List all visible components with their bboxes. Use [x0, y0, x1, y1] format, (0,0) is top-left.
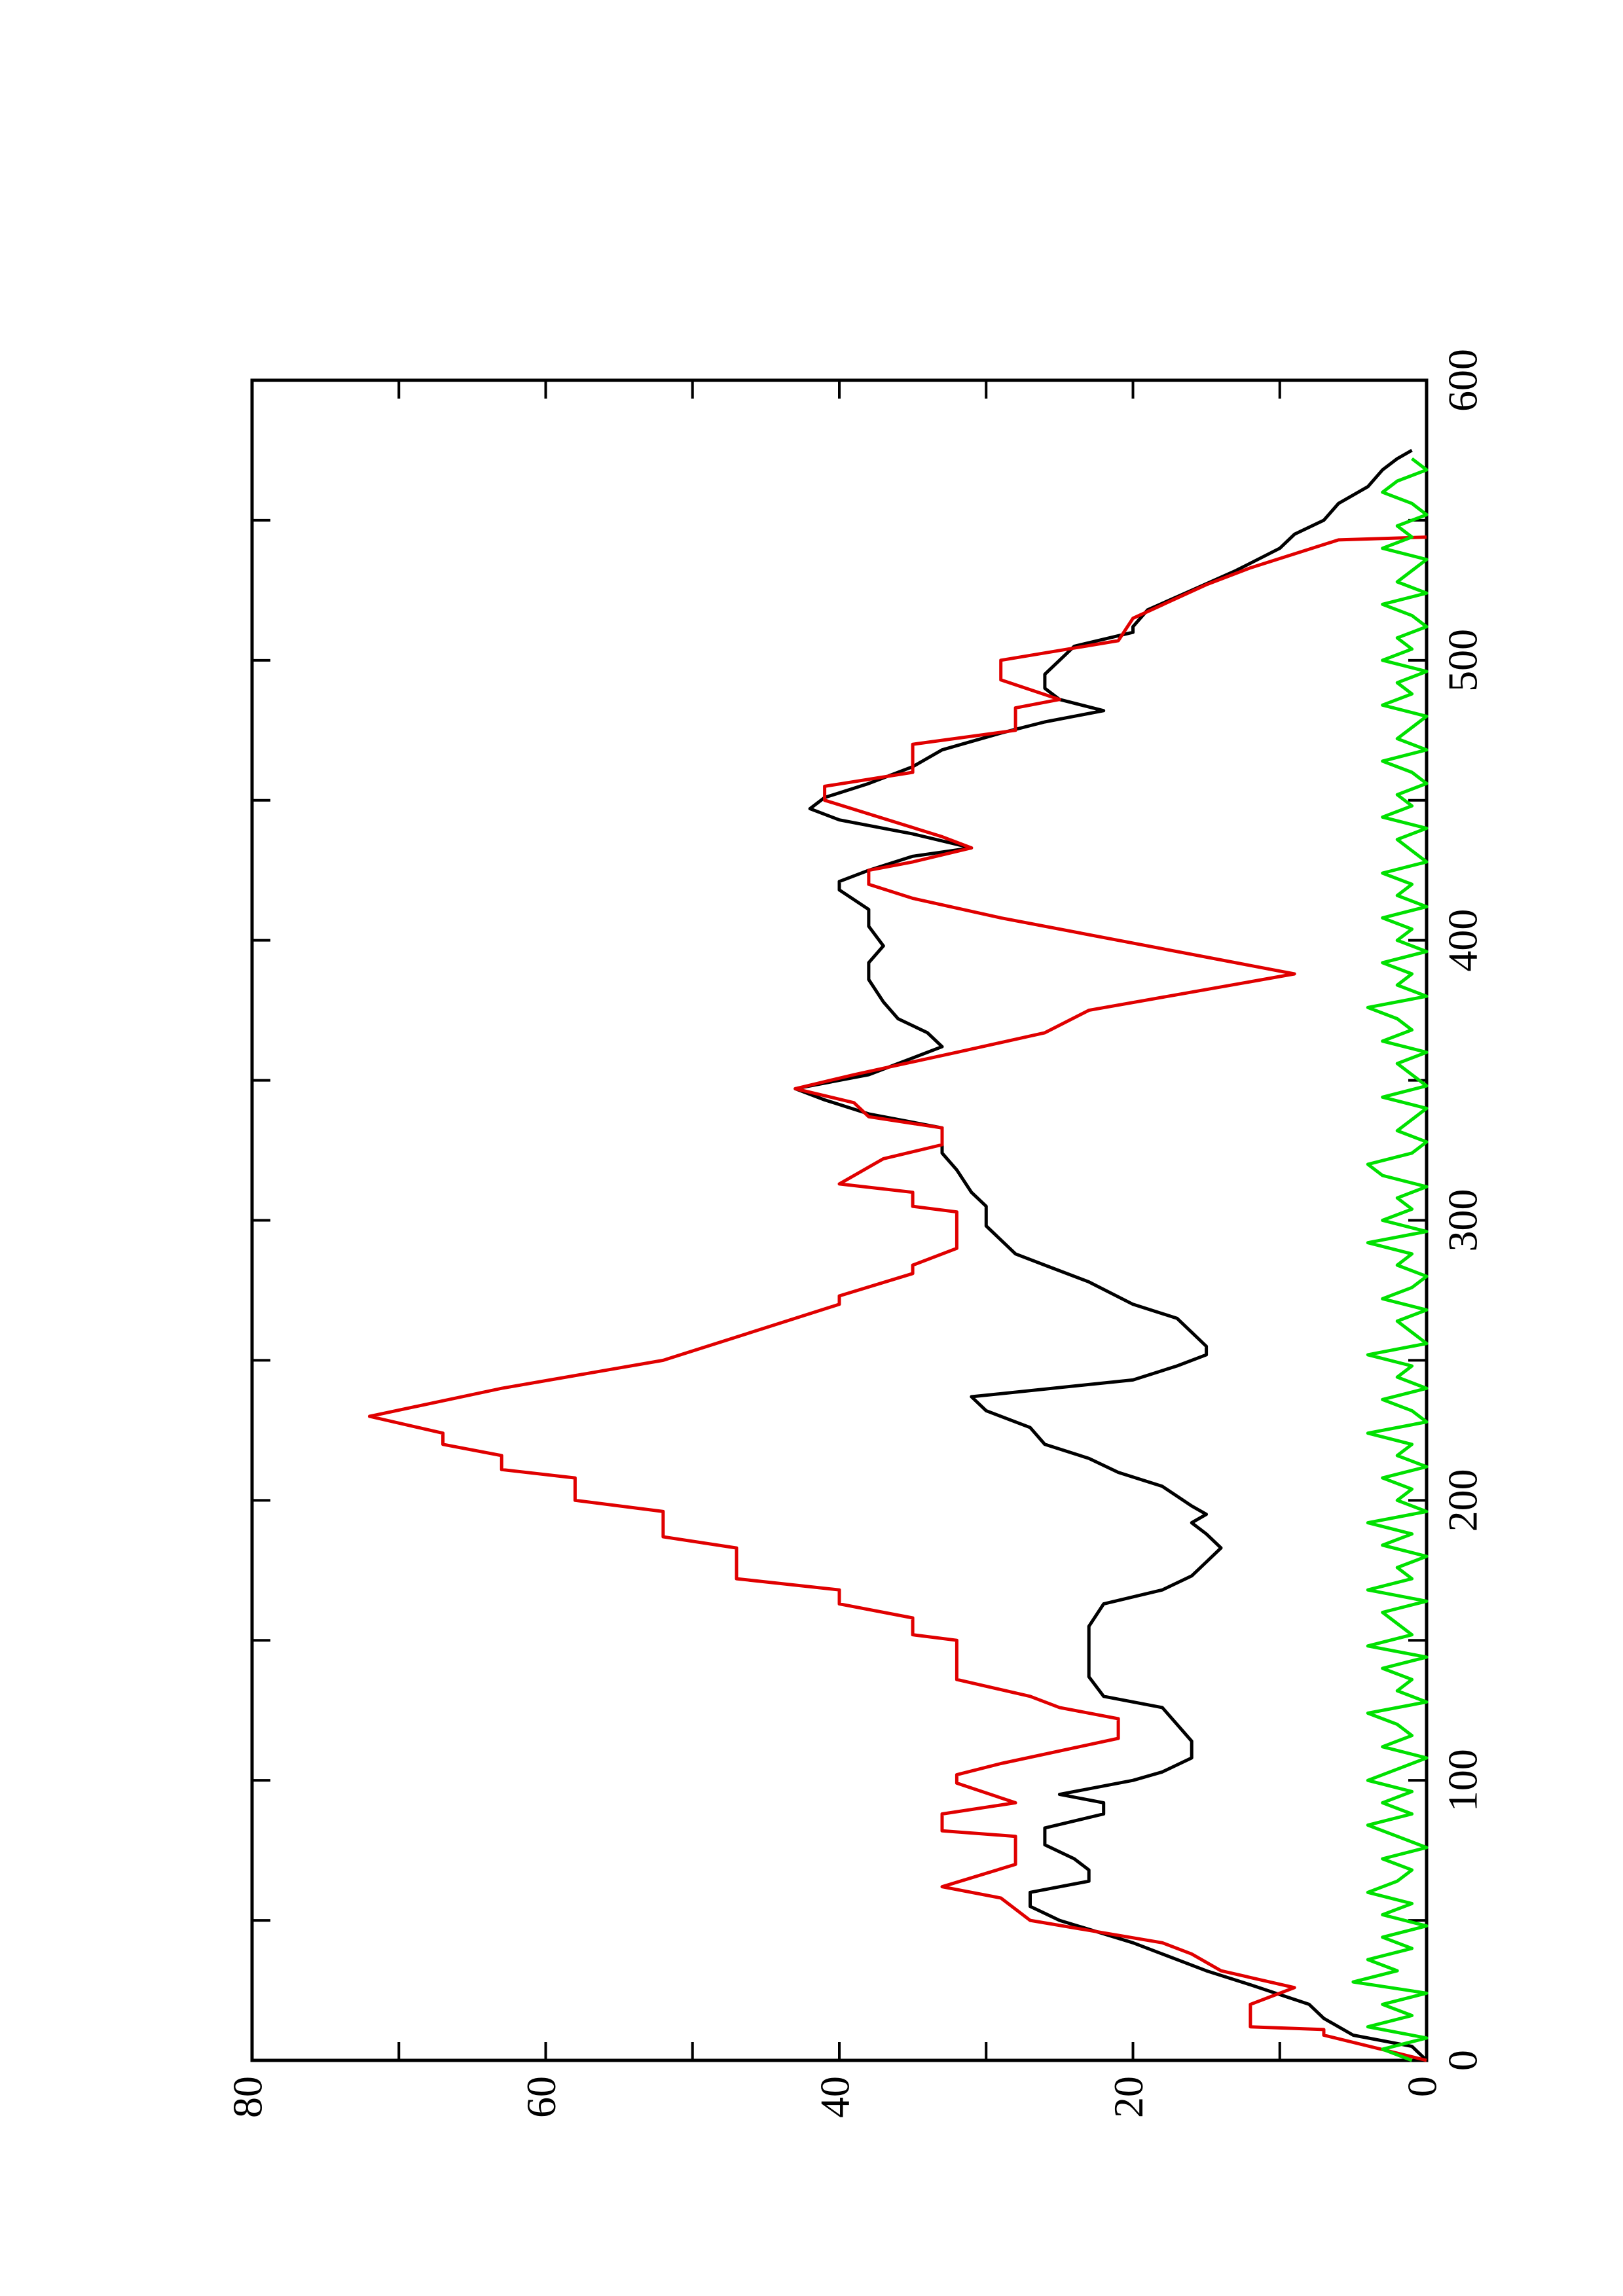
y-tick-label: 40 — [812, 2076, 858, 2118]
x-tick-label: 300 — [1440, 1189, 1486, 1252]
data-line — [793, 448, 1428, 2062]
x-tick-label: 0 — [1440, 2050, 1486, 2071]
x-tick-label: 200 — [1440, 1469, 1486, 1532]
data-line — [1351, 457, 1429, 2062]
plot-area: 0 100 200 300 400 500 600 0 20 40 60 80 — [225, 349, 1486, 2118]
y-tick-label: 80 — [225, 2076, 271, 2118]
plot-frame — [250, 378, 1429, 2062]
x-tick-label: 600 — [1440, 349, 1486, 412]
y-tick-label: 0 — [1399, 2076, 1446, 2097]
x-tick-label: 400 — [1440, 909, 1486, 972]
data-line — [367, 535, 1427, 2062]
y-tick-label: 20 — [1105, 2076, 1152, 2118]
y-tick-label: 60 — [518, 2076, 564, 2118]
x-tick-label: 500 — [1440, 629, 1486, 692]
x-tick-label: 100 — [1440, 1749, 1486, 1812]
